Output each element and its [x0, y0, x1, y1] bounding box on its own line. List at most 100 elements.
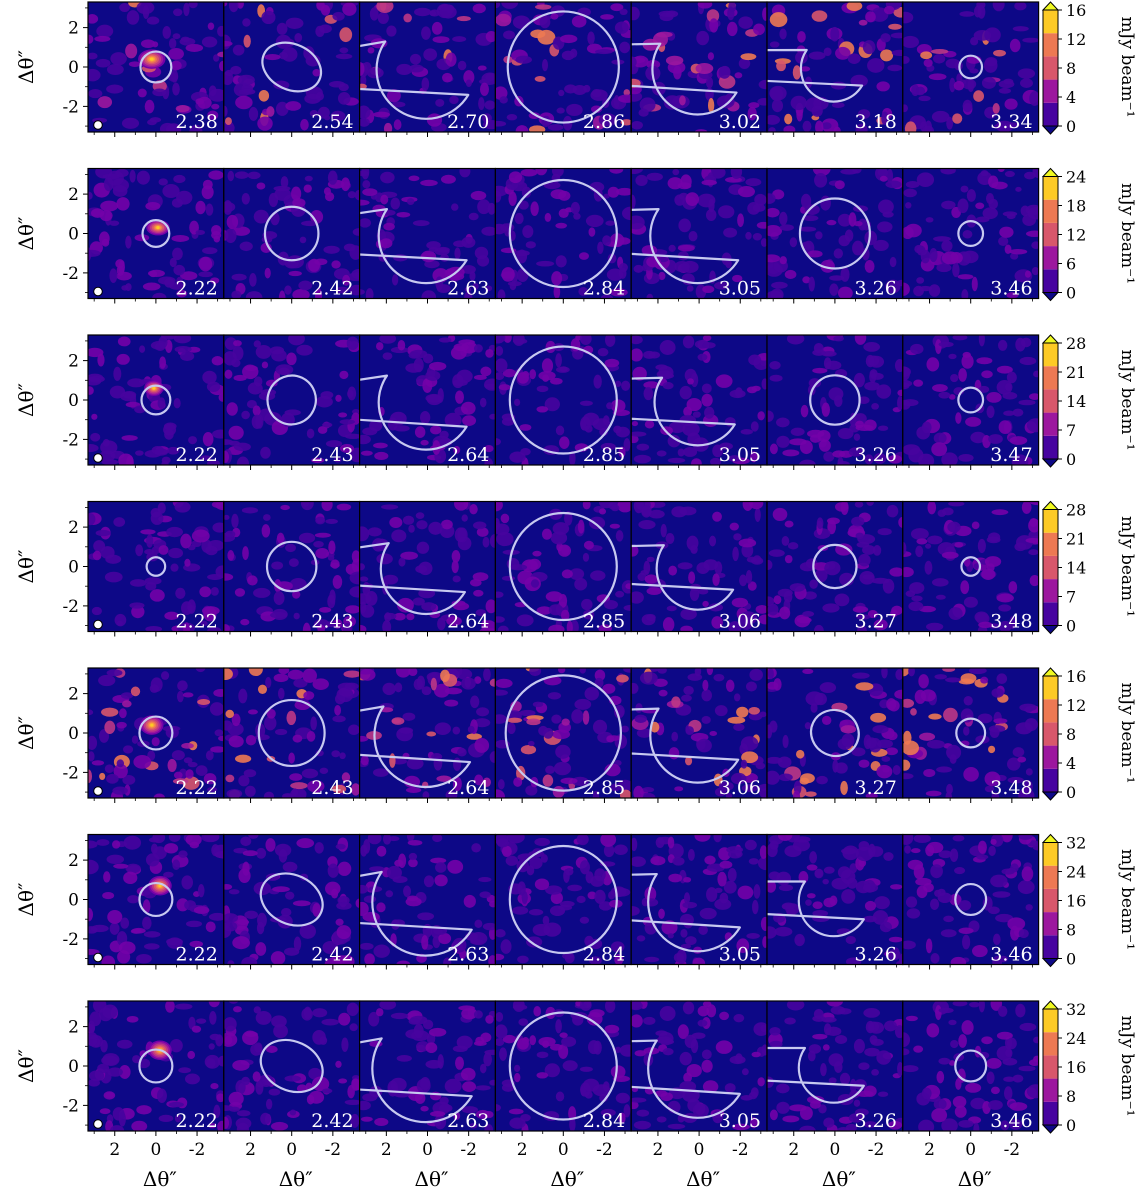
- noise-speckle: [88, 89, 103, 99]
- noise-speckle: [929, 898, 940, 910]
- noise-speckle: [598, 624, 612, 632]
- noise-speckle: [767, 756, 783, 764]
- noise-speckle: [916, 172, 935, 187]
- channel-panel: 2.86: [494, 1, 632, 137]
- noise-speckle: [265, 676, 272, 689]
- noise-speckle: [618, 263, 628, 272]
- noise-speckle: [561, 718, 570, 726]
- noise-speckle: [1007, 757, 1021, 771]
- noise-speckle: [398, 853, 407, 869]
- noise-speckle: [962, 99, 973, 113]
- noise-speckle: [440, 174, 456, 184]
- x-axis-label: Δθ″: [550, 1167, 584, 1191]
- noise-speckle: [668, 747, 680, 760]
- colorbar-extend-bottom: [1041, 958, 1060, 968]
- noise-speckle: [590, 105, 603, 113]
- noise-speckle: [776, 435, 790, 448]
- noise-speckle: [469, 1122, 478, 1129]
- noise-speckle: [681, 694, 692, 702]
- colorbar-segment: [1043, 10, 1058, 34]
- velocity-label: 2.70: [447, 111, 489, 133]
- noise-speckle: [1003, 78, 1014, 85]
- noise-speckle: [1001, 868, 1015, 875]
- noise-speckle: [441, 519, 453, 530]
- noise-speckle: [894, 689, 903, 700]
- noise-speckle: [837, 286, 853, 299]
- noise-speckle: [454, 501, 469, 511]
- noise-speckle: [173, 264, 186, 276]
- noise-speckle: [1024, 718, 1038, 731]
- noise-speckle: [303, 691, 315, 700]
- noise-speckle: [725, 792, 733, 798]
- noise-speckle: [266, 106, 275, 117]
- noise-speckle: [512, 906, 529, 915]
- noise-speckle: [610, 504, 620, 512]
- noise-speckle: [990, 874, 1008, 888]
- noise-speckle: [180, 36, 191, 43]
- noise-speckle: [631, 682, 639, 694]
- noise-speckle: [113, 366, 122, 381]
- noise-speckle: [369, 866, 385, 872]
- noise-speckle: [88, 907, 94, 922]
- noise-speckle: [643, 560, 651, 576]
- noise-speckle: [545, 765, 555, 774]
- noise-speckle: [367, 527, 382, 537]
- velocity-label: 3.46: [990, 944, 1032, 966]
- noise-speckle: [796, 106, 803, 122]
- noise-speckle: [244, 365, 258, 371]
- noise-speckle: [902, 940, 916, 950]
- noise-speckle: [168, 834, 181, 842]
- noise-speckle: [284, 285, 292, 295]
- noise-speckle: [916, 538, 928, 545]
- noise-speckle: [211, 230, 222, 240]
- noise-speckle: [636, 935, 646, 942]
- noise-speckle: [116, 265, 125, 277]
- noise-speckle: [489, 413, 496, 420]
- noise-speckle: [498, 384, 511, 391]
- noise-speckle: [800, 404, 809, 418]
- colorbar-segment: [1043, 912, 1058, 936]
- noise-speckle: [282, 861, 298, 873]
- noise-speckle: [945, 677, 961, 683]
- noise-speckle: [885, 180, 902, 189]
- noise-speckle: [880, 49, 894, 62]
- noise-speckle: [157, 397, 166, 409]
- noise-speckle: [338, 83, 349, 92]
- noise-speckle: [512, 335, 525, 346]
- noise-speckle: [646, 587, 662, 595]
- noise-speckle: [739, 611, 758, 625]
- noise-speckle: [692, 957, 706, 965]
- noise-speckle: [112, 786, 128, 795]
- noise-speckle: [807, 250, 823, 258]
- noise-speckle: [201, 834, 220, 843]
- noise-speckle: [109, 922, 120, 935]
- noise-speckle: [697, 588, 709, 595]
- y-tick-label: 2: [68, 352, 79, 372]
- noise-speckle: [597, 347, 609, 357]
- noise-speckle: [174, 1114, 182, 1123]
- noise-speckle: [485, 73, 496, 82]
- noise-speckle: [1025, 904, 1033, 911]
- noise-speckle: [1012, 747, 1025, 757]
- noise-speckle: [579, 1001, 592, 1011]
- noise-speckle: [423, 1019, 434, 1030]
- noise-speckle: [954, 1105, 967, 1118]
- noise-speckle: [802, 276, 811, 284]
- noise-speckle: [428, 361, 447, 371]
- colorbar-segment: [1043, 579, 1058, 603]
- noise-speckle: [998, 604, 1012, 612]
- noise-speckle: [619, 789, 632, 798]
- noise-speckle: [1021, 501, 1032, 514]
- noise-speckle: [986, 1058, 1002, 1069]
- y-tick-label: 0: [68, 724, 79, 744]
- noise-speckle: [100, 440, 118, 455]
- noise-speckle: [344, 682, 359, 690]
- noise-speckle: [501, 2, 519, 9]
- noise-speckle: [382, 682, 396, 696]
- noise-speckle: [962, 351, 971, 358]
- noise-speckle: [256, 182, 266, 190]
- noise-speckle: [447, 859, 464, 874]
- noise-speckle: [236, 2, 244, 9]
- noise-speckle: [712, 511, 722, 522]
- noise-speckle: [481, 226, 496, 236]
